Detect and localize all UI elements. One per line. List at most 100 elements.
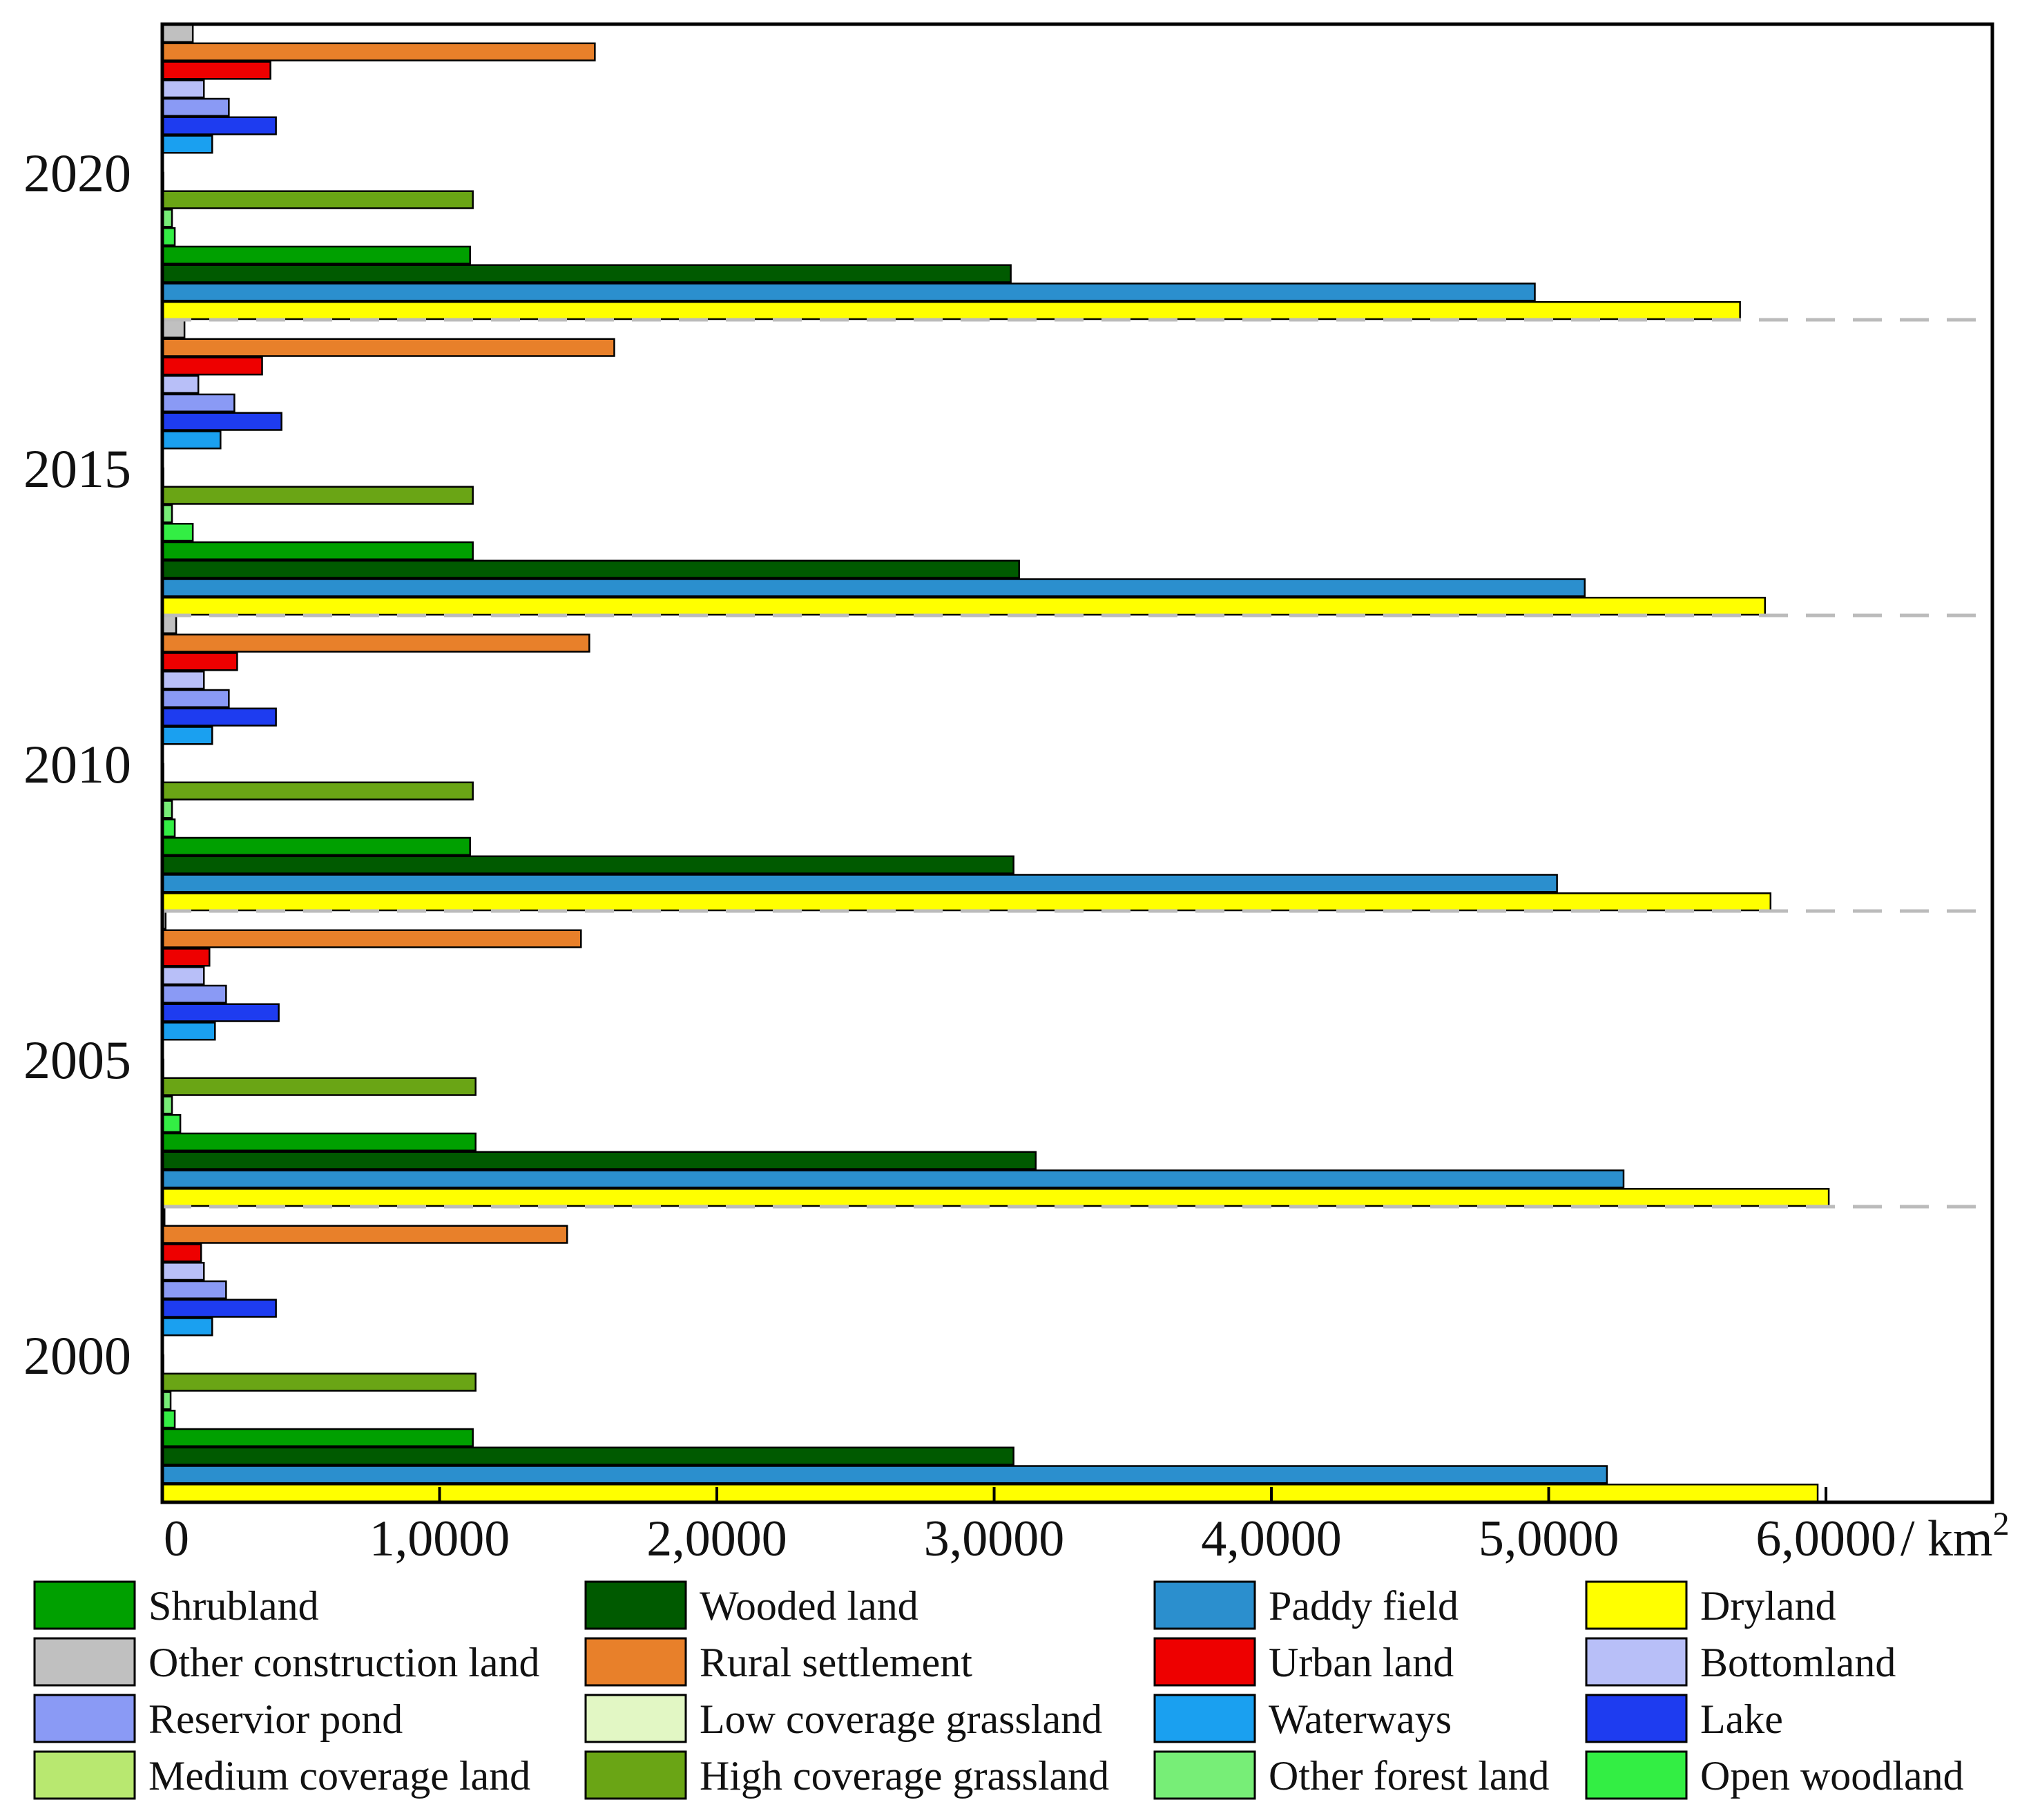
bar-2015-bottomland — [161, 375, 200, 394]
bars-layer — [161, 23, 1830, 1503]
legend-swatch-other-construction-land — [33, 1637, 136, 1687]
legend-swatch-waterways — [1153, 1694, 1256, 1743]
bar-2015-urban-land — [161, 356, 263, 376]
legend-label-other-construction-land: Other construction land — [148, 1640, 540, 1685]
legend-swatch-low-coverage-grassland — [584, 1694, 687, 1743]
bar-2005-wooded-land — [161, 1151, 1037, 1170]
bar-2000-high-coverage-grassland — [161, 1372, 477, 1392]
bar-2005-waterways — [161, 1022, 216, 1041]
y-tick-label-2005: 2005 — [23, 1030, 131, 1090]
y-axis-ticks: 2020 2015 2010 2005 2000 — [23, 143, 131, 1386]
bar-2020-rural-settlement — [161, 42, 596, 61]
bar-2015-waterways — [161, 430, 222, 450]
x-tick-label-20000: 2,0000 — [646, 1511, 787, 1567]
x-tick-label-50000: 5,0000 — [1479, 1511, 1619, 1567]
bar-2020-urban-land — [161, 61, 271, 80]
bar-2010-lake — [161, 707, 277, 727]
x-tick-label-10000: 1,0000 — [369, 1511, 510, 1567]
bar-2000-rural-settlement — [161, 1225, 568, 1244]
bar-2015-reservior-pond — [161, 393, 235, 412]
legend-label-open-woodland: Open woodland — [1700, 1753, 1964, 1799]
bar-2000-bottomland — [161, 1262, 205, 1281]
bar-2000-dryland — [161, 1484, 1819, 1503]
legend-swatch-bottomland — [1585, 1637, 1688, 1687]
bar-2010-wooded-land — [161, 855, 1014, 874]
bar-2020-high-coverage-grassland — [161, 190, 474, 209]
bar-2010-urban-land — [161, 652, 238, 671]
x-unit-label: / km2 — [1901, 1506, 2010, 1567]
legend-swatch-lake — [1585, 1694, 1688, 1743]
legend-label-rural-settlement: Rural settlement — [700, 1640, 972, 1685]
bar-2020-lake — [161, 116, 277, 135]
x-tick-label-40000: 4,0000 — [1201, 1511, 1342, 1567]
legend-label-paddy-field: Paddy field — [1269, 1583, 1459, 1629]
bar-2020-dryland — [161, 301, 1741, 320]
bar-2005-urban-land — [161, 948, 211, 967]
legend-swatch-rural-settlement — [584, 1637, 687, 1687]
bar-2010-bottomland — [161, 671, 205, 690]
plot-frame — [160, 22, 1994, 1504]
x-tick-label-60000: 6,0000 — [1755, 1511, 1896, 1567]
group-separators — [162, 318, 1992, 1209]
legend: Shrubland Wooded land Paddy field Dryland Ot… — [33, 1580, 1964, 1800]
legend-label-other-forest-land: Other forest land — [1269, 1753, 1550, 1799]
bar-2010-shrubland — [161, 836, 471, 856]
bar-2000-shrubland — [161, 1428, 474, 1447]
bar-2020-open-woodland — [161, 227, 176, 247]
bar-2020-reservior-pond — [161, 97, 230, 117]
y-tick-label-2010: 2010 — [23, 734, 131, 794]
bar-2010-open-woodland — [161, 818, 176, 838]
legend-label-shrubland: Shrubland — [148, 1583, 319, 1629]
x-tick-label-0: 0 — [164, 1511, 189, 1567]
bar-2020-waterways — [161, 135, 213, 154]
bar-2010-other-construction-land — [161, 615, 177, 634]
legend-swatch-wooded-land — [584, 1580, 687, 1630]
bar-2000-urban-land — [161, 1243, 202, 1263]
legend-label-wooded-land: Wooded land — [700, 1583, 918, 1629]
legend-label-dryland: Dryland — [1700, 1583, 1836, 1629]
bar-2005-rural-settlement — [161, 929, 582, 948]
bar-2020-wooded-land — [161, 264, 1012, 283]
legend-swatch-shrubland — [33, 1580, 136, 1630]
bar-2015-rural-settlement — [161, 338, 615, 357]
bar-2000-waterways — [161, 1317, 213, 1337]
x-axis-ticks: 0 1,0000 2,0000 3,0000 4,0000 5,0000 6,0000 — [161, 1487, 1896, 1567]
bar-2015-dryland — [161, 597, 1767, 616]
bar-2005-dryland — [161, 1188, 1830, 1207]
legend-label-bottomland: Bottomland — [1700, 1640, 1896, 1685]
legend-label-lake: Lake — [1700, 1696, 1783, 1742]
bar-2000-reservior-pond — [161, 1280, 227, 1299]
legend-label-reservior-pond: Reservior pond — [148, 1696, 403, 1742]
legend-swatch-medium-coverage-land — [33, 1750, 136, 1800]
bar-2010-rural-settlement — [161, 633, 590, 653]
bar-2015-shrubland — [161, 541, 474, 560]
y-tick-label-2020: 2020 — [23, 143, 131, 203]
legend-label-low-coverage-grassland: Low coverage grassland — [700, 1696, 1102, 1742]
legend-label-medium-coverage-land: Medium coverage land — [148, 1753, 530, 1799]
legend-swatch-high-coverage-grassland — [584, 1750, 687, 1800]
legend-label-high-coverage-grassland: High coverage grassland — [700, 1753, 1109, 1799]
bar-2010-high-coverage-grassland — [161, 781, 474, 801]
legend-swatch-reservior-pond — [33, 1694, 136, 1743]
bar-2005-lake — [161, 1003, 280, 1022]
bar-2015-lake — [161, 412, 282, 431]
bar-2010-waterways — [161, 726, 213, 745]
bar-2010-paddy-field — [161, 874, 1558, 893]
bar-2005-reservior-pond — [161, 984, 227, 1004]
bar-2015-wooded-land — [161, 559, 1020, 579]
legend-label-urban-land: Urban land — [1269, 1640, 1454, 1685]
legend-swatch-open-woodland — [1585, 1750, 1688, 1800]
bar-2000-paddy-field — [161, 1465, 1608, 1484]
legend-label-waterways: Waterways — [1269, 1696, 1452, 1742]
bar-2005-open-woodland — [161, 1114, 182, 1133]
bar-2020-shrubland — [161, 245, 471, 265]
bar-2005-shrubland — [161, 1132, 477, 1151]
legend-swatch-paddy-field — [1153, 1580, 1256, 1630]
bar-2000-wooded-land — [161, 1446, 1014, 1466]
y-tick-label-2000: 2000 — [23, 1325, 131, 1386]
bar-2015-open-woodland — [161, 523, 194, 542]
bar-2015-paddy-field — [161, 578, 1586, 597]
bar-2015-high-coverage-grassland — [161, 486, 474, 505]
bar-2020-paddy-field — [161, 282, 1536, 302]
legend-swatch-other-forest-land — [1153, 1750, 1256, 1800]
